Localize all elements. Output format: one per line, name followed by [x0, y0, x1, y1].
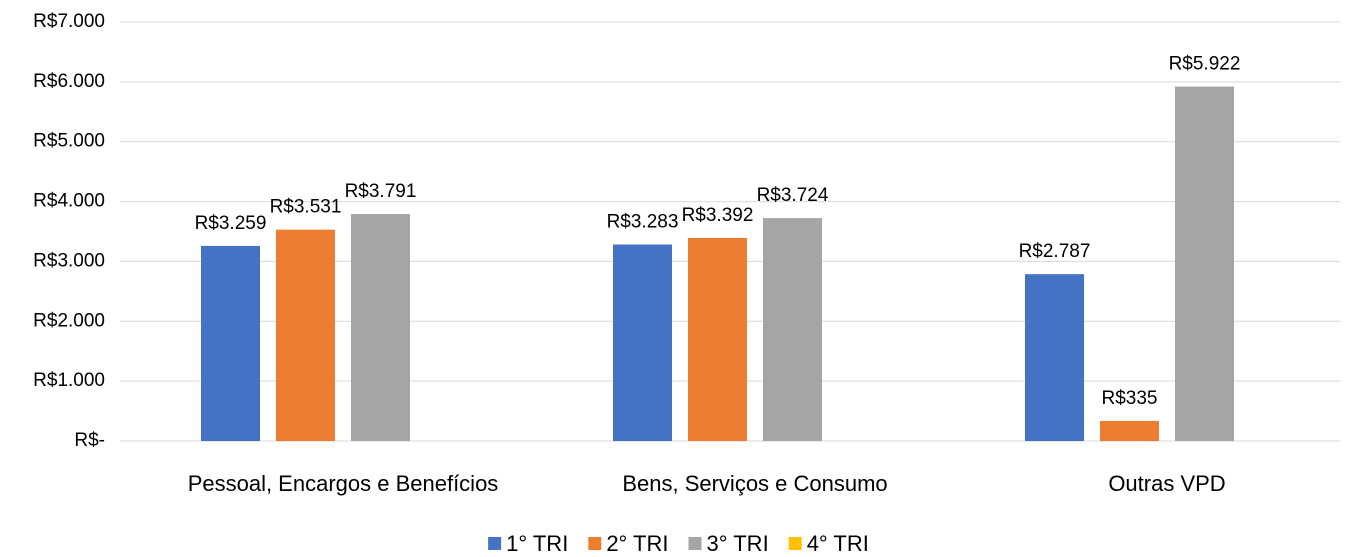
bar	[613, 244, 672, 441]
legend-swatch	[588, 537, 602, 550]
legend-label: 3° TRI	[707, 531, 769, 556]
value-label: R$2.787	[1019, 241, 1091, 262]
legend-swatch	[488, 537, 502, 550]
bar	[201, 245, 260, 441]
y-tick-label: R$6.000	[33, 71, 105, 92]
bar	[276, 229, 335, 441]
x-tick-label: Outras VPD	[1108, 471, 1225, 496]
value-label: R$335	[1102, 388, 1158, 409]
value-label: R$3.259	[195, 213, 267, 234]
legend-label: 4° TRI	[807, 531, 869, 556]
bar	[688, 237, 747, 441]
y-tick-label: R$1.000	[33, 370, 105, 391]
y-tick-label: R$3.000	[33, 250, 105, 271]
value-label: R$3.724	[757, 185, 829, 206]
y-tick-label: R$5.000	[33, 131, 105, 152]
bar	[1175, 86, 1234, 441]
y-tick-label: R$7.000	[33, 11, 105, 32]
bar	[1025, 274, 1084, 441]
legend-swatch	[788, 537, 802, 550]
x-tick-label: Bens, Serviços e Consumo	[622, 471, 887, 496]
value-label: R$3.392	[682, 205, 754, 226]
legend-label: 2° TRI	[606, 531, 668, 556]
value-label: R$3.791	[345, 181, 417, 202]
value-label: R$5.922	[1169, 54, 1241, 75]
y-tick-label: R$4.000	[33, 191, 105, 212]
x-tick-label: Pessoal, Encargos e Benefícios	[188, 471, 499, 496]
y-tick-label: R$2.000	[33, 310, 105, 331]
legend-swatch	[688, 537, 702, 550]
legend-label: 1° TRI	[506, 531, 568, 556]
bar	[1100, 420, 1159, 441]
value-label: R$3.531	[270, 197, 342, 218]
bar	[763, 218, 822, 441]
value-label: R$3.283	[607, 212, 679, 233]
bar	[351, 214, 410, 441]
y-tick-label: R$-	[74, 430, 105, 451]
